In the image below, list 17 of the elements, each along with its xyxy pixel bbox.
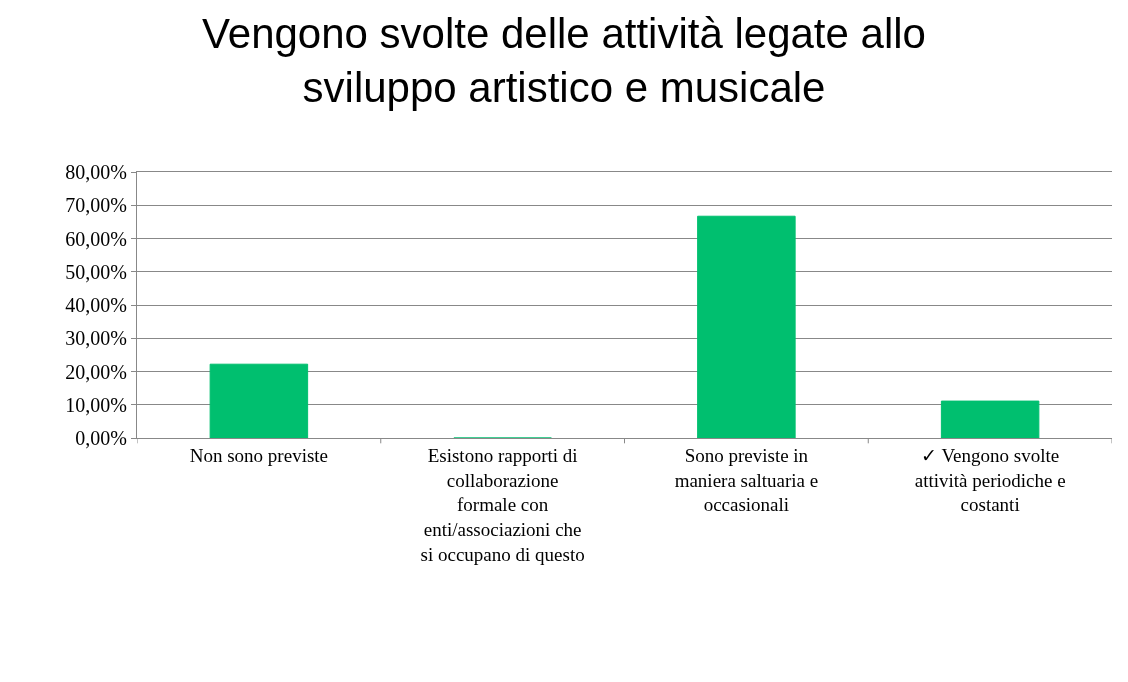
bar	[697, 215, 796, 438]
y-tick-label: 60,00%	[65, 227, 127, 250]
x-tick-label: ✓ Vengono svolte attività periodiche e costanti	[914, 444, 1066, 516]
y-tick-label: 80,00%	[65, 161, 127, 183]
y-tick-label: 40,00%	[65, 294, 127, 316]
y-tick-label: 50,00%	[65, 260, 127, 283]
y-tick-label: 0,00%	[75, 427, 127, 449]
bar	[940, 400, 1040, 438]
bar	[209, 363, 309, 438]
y-tick-label: 30,00%	[65, 327, 127, 350]
y-tick-label: 10,00%	[65, 393, 127, 416]
chart-title: Vengono svolte delle attività legate allo sviluppo artistico e musicale	[202, 9, 926, 112]
y-tick-label: 70,00%	[65, 194, 127, 217]
x-tick-label: Non sono previste	[189, 444, 329, 466]
x-tick-label: Sono previste in maniera saltuaria e occasionali	[674, 444, 819, 516]
x-tick-label: Esistono rapporti di collaborazione formale con enti/associazioni che si occupano di questo	[420, 444, 585, 565]
y-tick-label: 20,00%	[65, 360, 127, 383]
